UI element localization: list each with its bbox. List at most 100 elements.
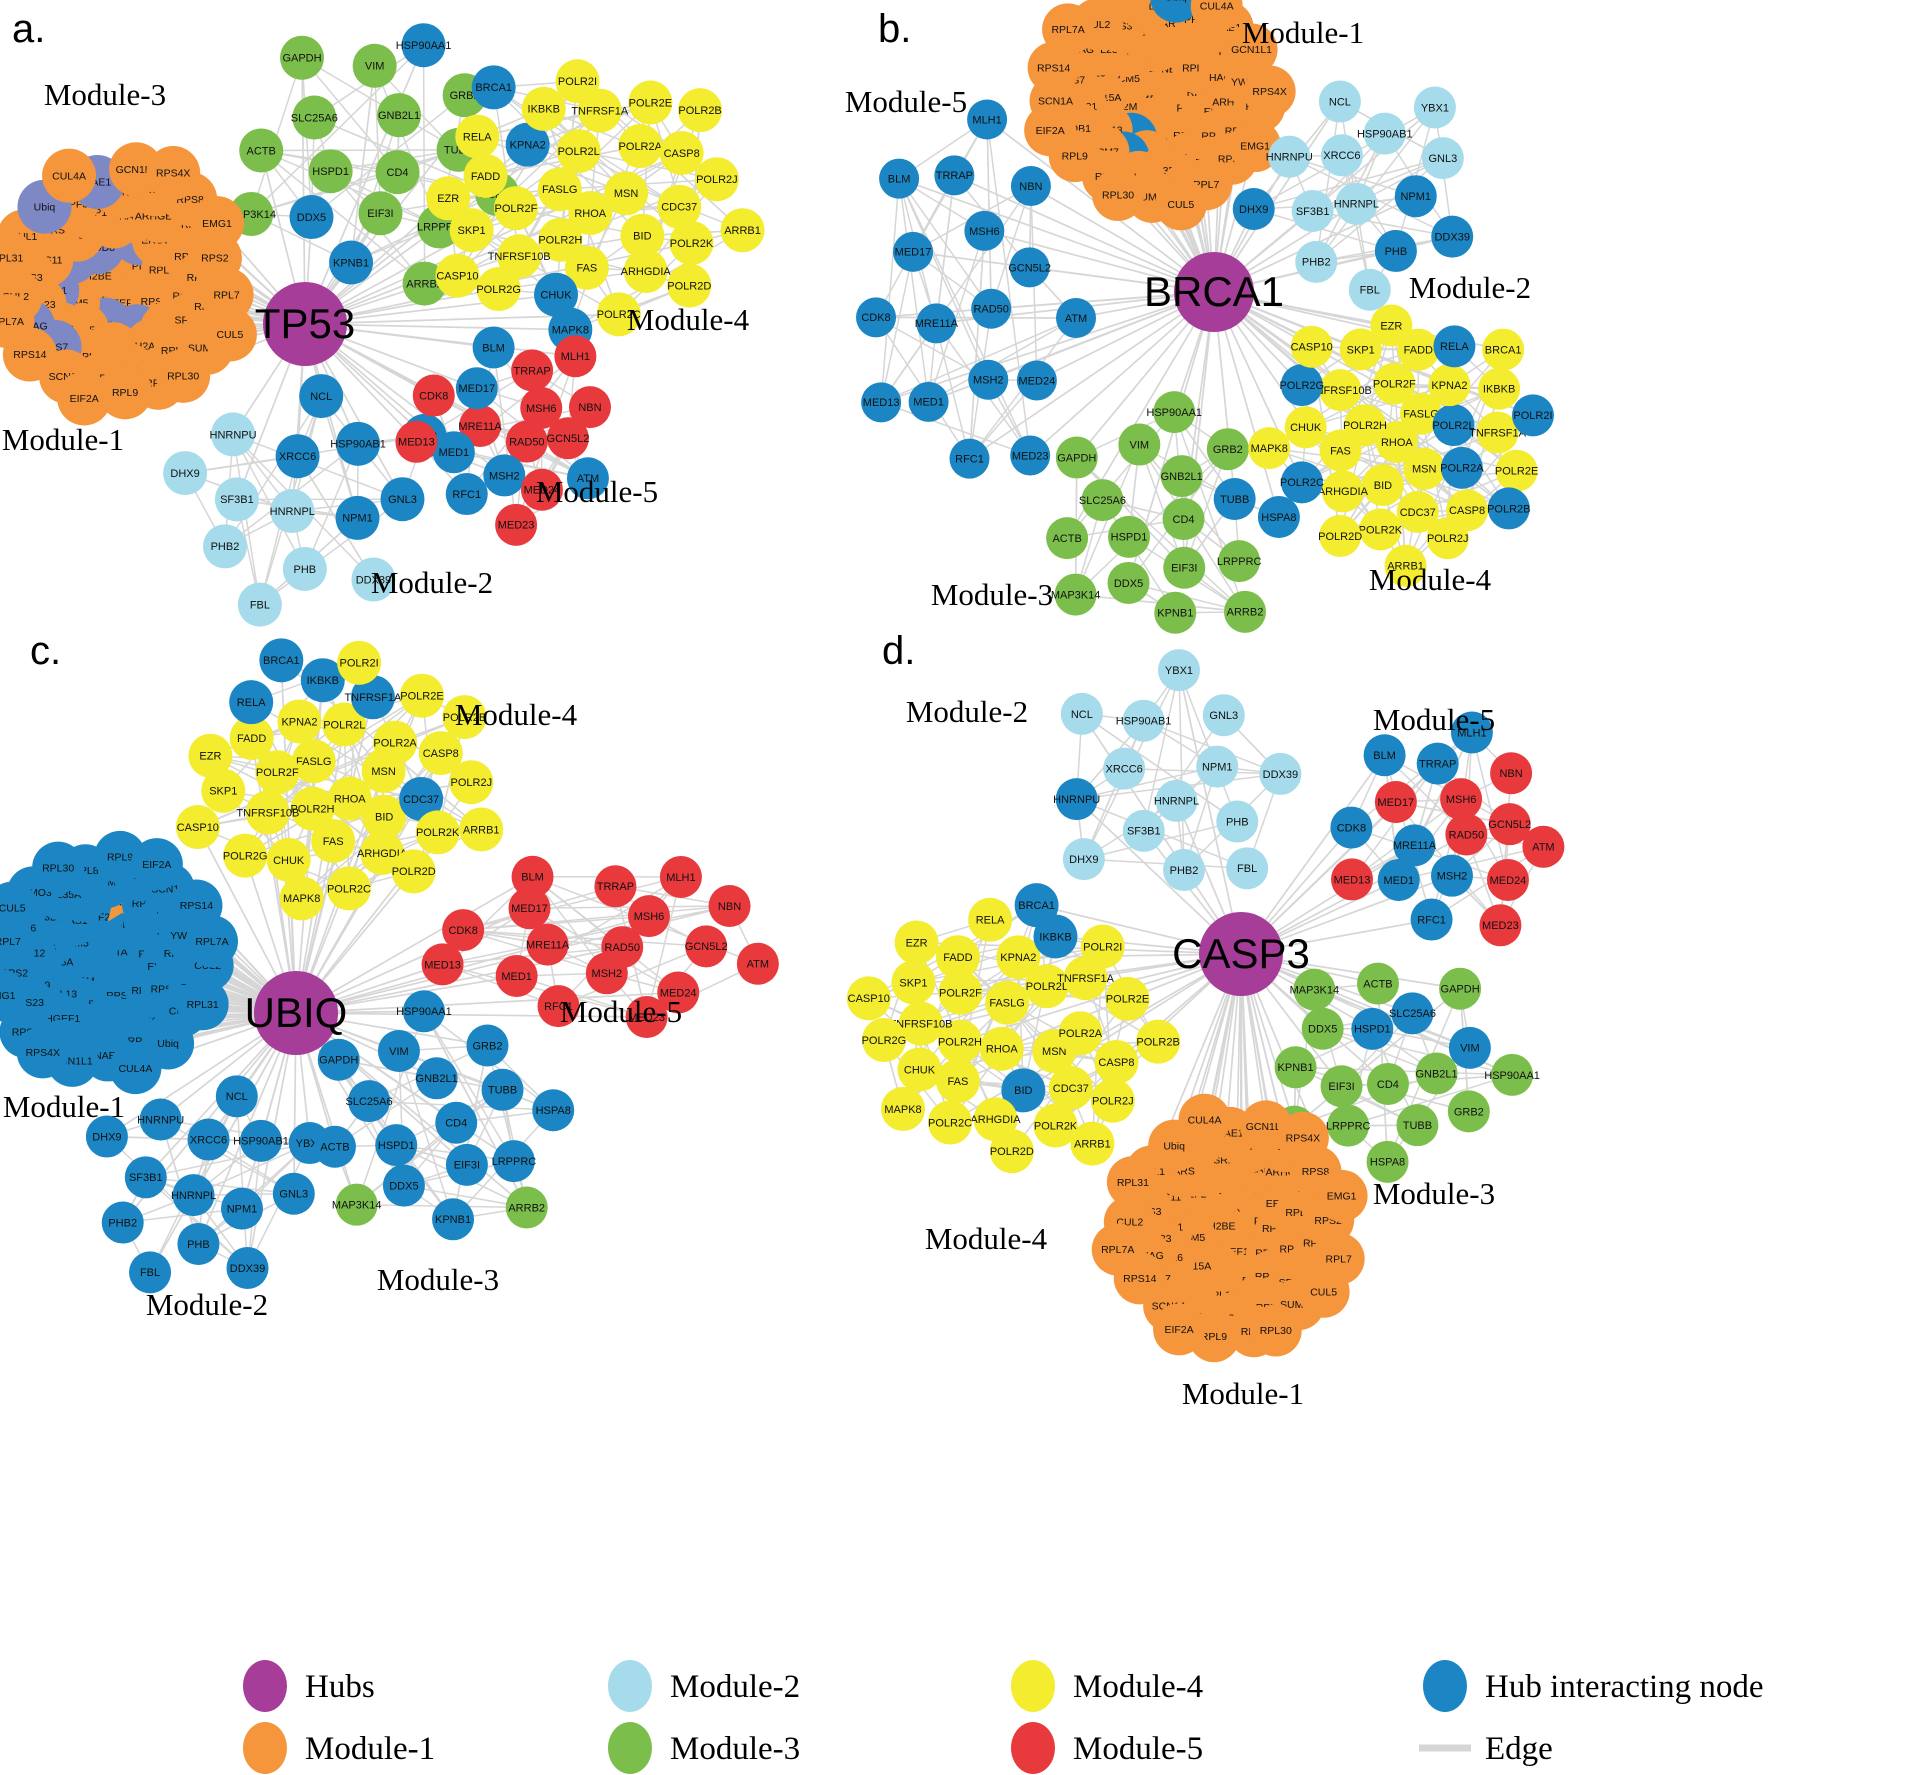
node-label: POLR2C: [1280, 477, 1324, 489]
node-label: POLR2G: [223, 850, 268, 862]
edge: [898, 178, 992, 310]
node-CUL5: CUL5: [1297, 1265, 1350, 1318]
node-label: HSP90AB1: [233, 1136, 289, 1148]
node-circle: [280, 35, 325, 80]
node-label: GCN5L2: [547, 433, 590, 445]
node-label: GCN5L2: [685, 941, 728, 953]
node-EIF3I: EIF3I: [1163, 546, 1206, 589]
node-POLR2K: POLR2K: [1359, 508, 1403, 551]
node-label: RAD50: [605, 942, 640, 954]
node-circle: [1243, 65, 1296, 118]
node-GNL3: GNL3: [272, 1172, 315, 1215]
node-label: POLR2J: [696, 174, 738, 186]
node-label: RPS14: [1037, 62, 1070, 74]
node-circle: [568, 386, 611, 429]
panel-b-nodes: RAD50 MRE11A MSH6 MSH2 MED17 GCN5L2 MED1 TRRAP M…: [856, 0, 1554, 634]
node-label: VIM: [365, 61, 385, 73]
module-label-c-Module-4: Module-4: [455, 697, 578, 732]
node-LRPPRC: LRPPRC: [492, 1140, 536, 1183]
node-label: MED13: [424, 959, 461, 971]
node-EIF3I: EIF3I: [1320, 1065, 1363, 1108]
node-KPNB1: KPNB1: [1154, 591, 1197, 634]
node-label: DHX9: [92, 1131, 121, 1143]
node-label: RHOA: [574, 208, 606, 220]
hub-edge: [295, 946, 623, 1014]
node-RFC1: RFC1: [445, 473, 488, 516]
node-CASP8: CASP8: [659, 131, 704, 176]
node-MED13: MED13: [861, 382, 902, 423]
node-label: XRCC6: [1105, 763, 1142, 775]
node-label: TRRAP: [597, 881, 634, 893]
node-CUL5: CUL5: [1154, 178, 1207, 231]
node-HSP90AA1: HSP90AA1: [1146, 391, 1202, 434]
edge: [1253, 157, 1444, 210]
node-label: RPL30: [42, 862, 74, 874]
node-label: POLR2H: [1343, 420, 1387, 432]
node-circle: [623, 249, 668, 294]
node-circle: [1320, 134, 1363, 177]
node-label: CD4: [445, 1118, 467, 1130]
module-label-a-Module-1: Module-1: [2, 422, 124, 457]
node-POLR2G: POLR2G: [862, 1018, 906, 1063]
edge: [259, 456, 299, 605]
node-circle: [1229, 120, 1282, 173]
node-label: TNFRSF1A: [1469, 427, 1527, 439]
node-label: RPL7: [213, 289, 239, 301]
node-CD4: CD4: [1162, 498, 1205, 541]
node-label: HSP90AB1: [330, 439, 386, 451]
node-label: MAP3K14: [1051, 589, 1101, 601]
node-RELA: RELA: [455, 114, 500, 159]
edge: [296, 455, 375, 580]
node-label: HSP90AA1: [396, 1006, 452, 1018]
node-circle: [628, 80, 673, 125]
node-label: EMG1: [0, 990, 16, 1002]
node-label: POLR2E: [1495, 466, 1538, 478]
node-label: MSH2: [592, 968, 623, 980]
legend-item-module-1: Module-1: [243, 1722, 435, 1774]
node-KPNB1: KPNB1: [1274, 1046, 1317, 1089]
node-CASP10: CASP10: [175, 805, 220, 850]
node-circle: [275, 434, 320, 479]
node-RAD50: RAD50: [1445, 813, 1488, 856]
node-RELA: RELA: [1433, 325, 1476, 368]
node-circle: [1218, 540, 1261, 583]
node-label: LRPPRC: [1326, 1120, 1371, 1132]
edge: [935, 175, 956, 324]
node-label: ATM: [1532, 842, 1554, 854]
node-FAS: FAS: [311, 818, 356, 863]
node-label: HNRNPL: [1334, 199, 1379, 211]
node-label: PHB2: [1302, 257, 1331, 269]
node-NPM1: NPM1: [1196, 745, 1239, 788]
node-label: MSH6: [526, 403, 557, 415]
node-VIM: VIM: [1448, 1026, 1491, 1069]
node-TNFRSF1A: TNFRSF1A: [1469, 411, 1527, 454]
node-circle: [908, 381, 949, 422]
node-EZR: EZR: [894, 920, 939, 965]
yellow-swatch-icon: [1011, 1660, 1055, 1712]
node-label: HSPD1: [1111, 532, 1148, 544]
node-FBL: FBL: [1226, 847, 1269, 890]
node-label: SCN1A: [1038, 95, 1073, 107]
node-CDC37: CDC37: [1048, 1065, 1093, 1110]
node-FAS: FAS: [564, 245, 609, 290]
node-label: EZR: [1380, 320, 1402, 332]
node-label: Ubiq: [157, 1038, 179, 1050]
node-MED17: MED17: [893, 231, 934, 272]
node-label: DDX5: [1114, 578, 1143, 590]
node-label: TRRAP: [1419, 758, 1456, 770]
node-FBL: FBL: [1348, 268, 1391, 311]
node-label: MAPK8: [884, 1104, 921, 1116]
node-HSPA8: HSPA8: [1257, 495, 1300, 538]
node-circle: [199, 267, 254, 322]
node-ARRB1: ARRB1: [459, 807, 504, 852]
node-CDC37: CDC37: [657, 184, 702, 229]
node-label: RELA: [976, 915, 1005, 927]
node-MAP3K14: MAP3K14: [1051, 573, 1101, 616]
node-label: POLR2B: [1136, 1037, 1179, 1049]
node-EMG1: EMG1: [1229, 120, 1282, 173]
node-circle: [1099, 0, 1151, 23]
node-label: BID: [375, 812, 393, 824]
node-DHX9: DHX9: [1232, 188, 1275, 231]
node-POLR2B: POLR2B: [1136, 1019, 1181, 1064]
node-circle: [471, 65, 516, 110]
